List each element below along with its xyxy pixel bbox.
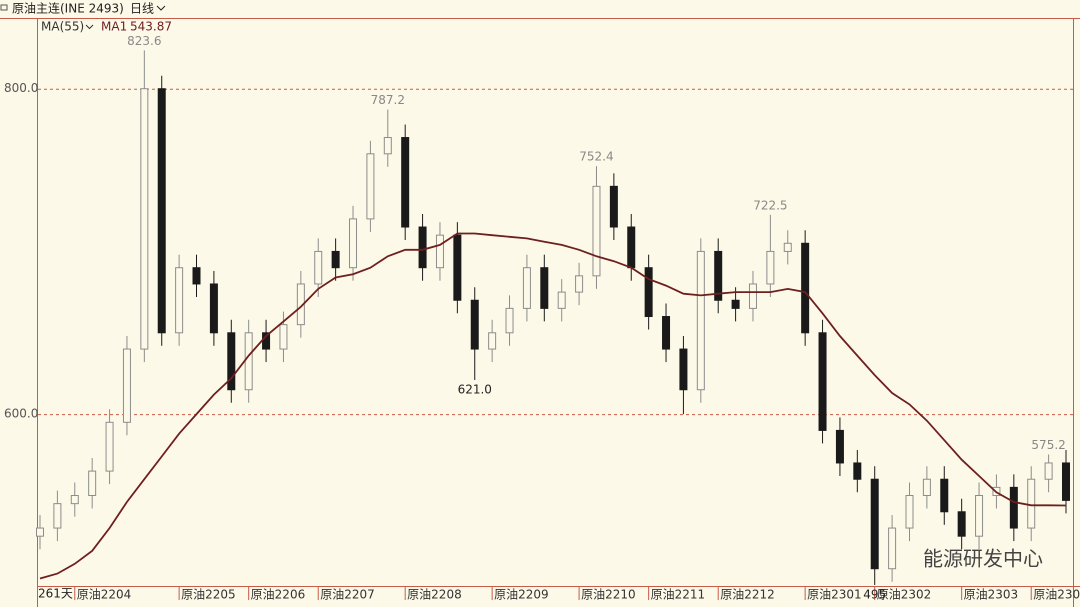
dropdown-arrow[interactable] (156, 5, 166, 11)
candle-body (53, 503, 62, 529)
x-tick-label: 原油2206 (251, 588, 306, 602)
price-annotation: 722.5 (753, 198, 787, 212)
candle-body (175, 267, 184, 334)
candle-body (679, 348, 688, 391)
candle-body (505, 307, 514, 334)
x-tick-label: 原油2302 (877, 588, 932, 602)
candle-body (209, 283, 218, 334)
candle-body (731, 299, 740, 309)
x-tick-label: 原油2212 (720, 588, 775, 602)
dropdown-arrow[interactable] (85, 24, 94, 30)
candle-body (801, 242, 810, 334)
watermark: 能源研发中心 (923, 547, 1043, 571)
ma-line (39, 232, 1067, 580)
candle-body (279, 324, 288, 350)
candle-body (905, 495, 914, 529)
candle-body (366, 153, 375, 220)
x-tick-label: 原油2303 (964, 588, 1019, 602)
x-tick-label: 原油2210 (581, 588, 636, 602)
candle-body (696, 250, 705, 391)
candle-body (1044, 462, 1053, 480)
candle-body (522, 267, 531, 309)
candle-body (557, 291, 566, 309)
x-tick-label: 原油2304 (1033, 588, 1080, 602)
x-tick-label: 原油2208 (407, 588, 462, 602)
indicator-name[interactable]: MA(55) (41, 20, 84, 34)
candle-body (783, 242, 792, 252)
candle-body (940, 478, 949, 513)
candle-body (853, 462, 862, 480)
price-annotation: 495 (863, 588, 886, 602)
price-annotation: 752.4 (579, 150, 613, 164)
candle-body (1062, 462, 1070, 501)
chart-title: 原油主连(INE 2493) (12, 1, 124, 16)
candle-body (244, 332, 253, 391)
candle-body (748, 283, 757, 309)
candle-body (157, 88, 166, 334)
candle-body (331, 250, 340, 269)
candle-body (575, 275, 584, 293)
price-annotation: 621.0 (458, 382, 492, 396)
candle-body (662, 316, 671, 350)
candle-body (627, 226, 636, 269)
x-tick-label: 原油2211 (651, 588, 706, 602)
ma-value: 543.87 (130, 20, 172, 34)
candle-body (714, 250, 723, 301)
candle-body (470, 299, 479, 350)
candle-body (192, 267, 201, 285)
candle-body (609, 185, 618, 228)
candle-body (644, 267, 653, 318)
candle-body (922, 478, 931, 497)
y-tick-label: 600.0 (4, 407, 38, 421)
candle-body (70, 495, 79, 505)
candle-body (401, 137, 410, 228)
x-tick-label: 原油2301 (807, 588, 862, 602)
candle-body (888, 527, 897, 570)
candle-body (818, 332, 827, 431)
x-tick-label: 原油2204 (77, 588, 132, 602)
candle-body (227, 332, 236, 391)
menu-icon[interactable] (0, 4, 8, 11)
candle-body (766, 250, 775, 285)
candle-body (418, 226, 427, 269)
candle-body (835, 429, 844, 464)
candle-body (540, 267, 549, 309)
candle-body (1027, 478, 1036, 529)
candle-body (349, 218, 358, 269)
y-tick-label: 800.0 (4, 81, 38, 95)
candle-body (88, 470, 97, 497)
x-tick-label: 原油2207 (320, 588, 375, 602)
price-annotation: 787.2 (371, 93, 405, 107)
candle-body (36, 527, 44, 537)
candle-body (975, 495, 984, 537)
bar-count: 261天 (38, 587, 73, 601)
candle-body (314, 250, 323, 285)
candle-body (488, 332, 497, 350)
candle-body (140, 88, 149, 350)
candle-body (122, 348, 131, 423)
candle-body (435, 234, 444, 269)
candle-body (105, 421, 114, 472)
ma-name: MA1 (101, 20, 127, 34)
x-tick-label: 原油2205 (181, 588, 236, 602)
candle-body (1009, 486, 1018, 529)
x-tick-label: 原油2209 (494, 588, 549, 602)
candle-body (592, 185, 601, 277)
candle-body (383, 137, 392, 155)
candle-body (957, 511, 966, 537)
period[interactable]: 日线 (130, 2, 154, 16)
candle-body (453, 234, 462, 301)
price-annotation: 823.6 (127, 34, 161, 48)
candle-body (870, 478, 879, 570)
price-annotation: 575.2 (1031, 438, 1065, 452)
